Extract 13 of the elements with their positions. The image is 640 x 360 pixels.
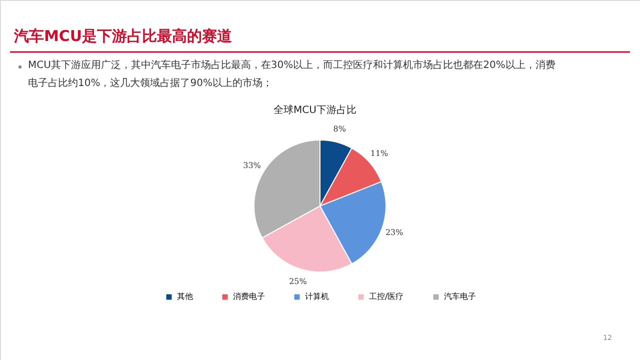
legend-label: 工控/医疗 <box>369 292 404 301</box>
data-label: 25% <box>289 276 308 286</box>
chart-subtitle: MCU其下游应用广泛，其中汽车电子市场占比最高，在30%以上，而工控医疗和计算机市场占比也都在20%以上，消费电子占比约10%，这几大领域占据了90%以上的市场； <box>28 59 556 89</box>
data-label: 11% <box>370 148 389 158</box>
legend-label: 消费电子 <box>233 292 265 301</box>
legend-label: 其他 <box>177 292 193 301</box>
data-label: 8% <box>333 124 346 134</box>
data-label: 33% <box>243 160 262 170</box>
text: 全球MCU下游占比 <box>274 104 356 116</box>
chart-title: 汽车MCU是下游占比最高的赛道 <box>13 27 234 45</box>
legend-label: 计算机 <box>305 292 329 301</box>
legend-label: 汽车电子 <box>444 292 476 301</box>
data-label: 23% <box>385 228 404 237</box>
